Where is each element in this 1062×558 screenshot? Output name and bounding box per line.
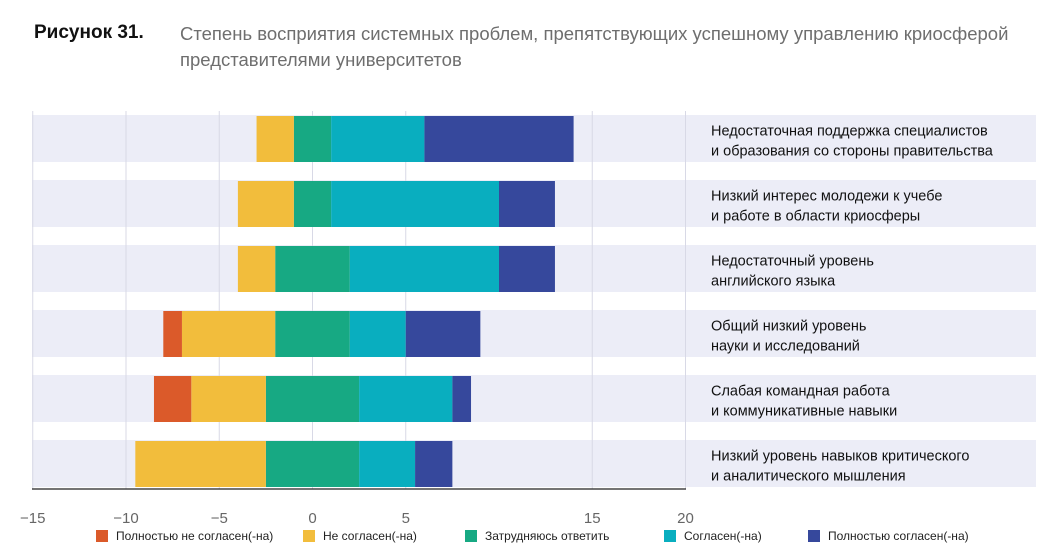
category-labels: Недостаточная поддержка специалистов и об… xyxy=(711,124,994,485)
bar-segment-agree xyxy=(359,441,416,487)
x-tick-label: −5 xyxy=(211,510,228,527)
category-label-line: науки и исследований xyxy=(711,339,860,355)
bar-segment-neutral xyxy=(293,116,332,162)
legend-item: Полностью не согласен(-на) xyxy=(96,527,273,545)
bar-segment-neutral xyxy=(275,246,350,292)
category-label-line: Низкий интерес молодежи к учебе xyxy=(711,189,942,205)
x-tick-label: −15 xyxy=(20,510,45,527)
legend-item: Не согласен(-на) xyxy=(303,527,417,545)
bar-segment-agree xyxy=(331,116,425,162)
legend-label: Не согласен(-на) xyxy=(323,529,417,543)
gridlines xyxy=(32,111,686,489)
category-label-line: Недостаточный уровень xyxy=(711,254,874,270)
bar-segment-agree xyxy=(349,246,499,292)
legend-swatch xyxy=(303,530,315,542)
bar-segment-strongly-agree xyxy=(405,311,481,357)
bar-segment-neutral xyxy=(293,181,332,227)
bar-segment-strongly-agree xyxy=(499,181,555,227)
bar-segment-agree xyxy=(359,376,453,422)
legend-item: Полностью согласен(-на) xyxy=(808,527,969,545)
category-label-line: и образования со стороны правительства xyxy=(711,144,994,160)
bar-segment-strongly-agree xyxy=(415,441,453,487)
bar-segments xyxy=(135,116,574,487)
category-label: Недостаточный уровень английского языка xyxy=(711,254,874,290)
bar-segment-disagree xyxy=(191,376,266,422)
bar-segment-neutral xyxy=(265,376,360,422)
x-tick-label: 5 xyxy=(402,510,410,527)
category-label-line: и коммуникативные навыки xyxy=(711,404,897,420)
category-label: Низкий интерес молодежи к учебе и работе … xyxy=(711,189,942,225)
bar-segment-neutral xyxy=(275,311,350,357)
category-label-line: Недостаточная поддержка специалистов xyxy=(711,124,988,140)
legend-item: Согласен(-на) xyxy=(664,527,762,545)
bar-segment-disagree xyxy=(237,181,294,227)
x-tick-label: 20 xyxy=(677,510,694,527)
legend-label: Полностью не согласен(-на) xyxy=(116,529,274,543)
legend-swatch xyxy=(664,530,676,542)
legend: Полностью не согласен(-на) Не согласен(-н… xyxy=(0,527,1062,547)
category-label: Слабая командная работа и коммуникативные… xyxy=(711,384,897,420)
legend-swatch xyxy=(808,530,820,542)
bar-segment-agree xyxy=(349,311,406,357)
category-label-line: и работе в области криосферы xyxy=(711,209,920,225)
category-label-line: Общий низкий уровень xyxy=(711,319,866,335)
category-label: Недостаточная поддержка специалистов и об… xyxy=(711,124,994,160)
legend-swatch xyxy=(465,530,477,542)
bar-segment-agree xyxy=(331,181,499,227)
category-label-line: английского языка xyxy=(711,274,836,290)
x-axis: −15 −10 −5 0 5 15 20 xyxy=(20,488,694,527)
x-tick-label: 0 xyxy=(308,510,316,527)
category-label-line: Низкий уровень навыков критического xyxy=(711,449,969,465)
legend-item: Затрудняюсь ответить xyxy=(465,527,609,545)
category-label-line: Слабая командная работа xyxy=(711,384,891,400)
bar-segment-disagree xyxy=(237,246,276,292)
bar-segment-disagree xyxy=(135,441,266,487)
category-label-line: и аналитического мышления xyxy=(711,469,906,485)
category-label: Общий низкий уровень науки и исследований xyxy=(711,319,866,355)
legend-label: Согласен(-на) xyxy=(684,529,762,543)
bar-segment-strongly-agree xyxy=(424,116,574,162)
bar-segment-disagree xyxy=(256,116,294,162)
figure-label: Рисунок 31. xyxy=(34,22,144,43)
legend-swatch xyxy=(96,530,108,542)
x-tick-label: 15 xyxy=(584,510,601,527)
category-bands xyxy=(32,115,1036,487)
bar-segment-disagree xyxy=(181,311,276,357)
legend-label: Полностью согласен(-на) xyxy=(828,529,969,543)
category-label: Низкий уровень навыков критического и ана… xyxy=(711,449,969,485)
bar-segment-strongly-disagree xyxy=(163,311,182,357)
bar-segment-strongly-agree xyxy=(499,246,555,292)
bar-segment-strongly-agree xyxy=(452,376,472,422)
bar-segment-strongly-disagree xyxy=(153,376,192,422)
x-tick-label: −10 xyxy=(113,510,138,527)
bar-segment-neutral xyxy=(265,441,360,487)
legend-label: Затрудняюсь ответить xyxy=(485,529,610,543)
figure-title: Степень восприятия системных проблем, пр… xyxy=(180,23,1009,70)
